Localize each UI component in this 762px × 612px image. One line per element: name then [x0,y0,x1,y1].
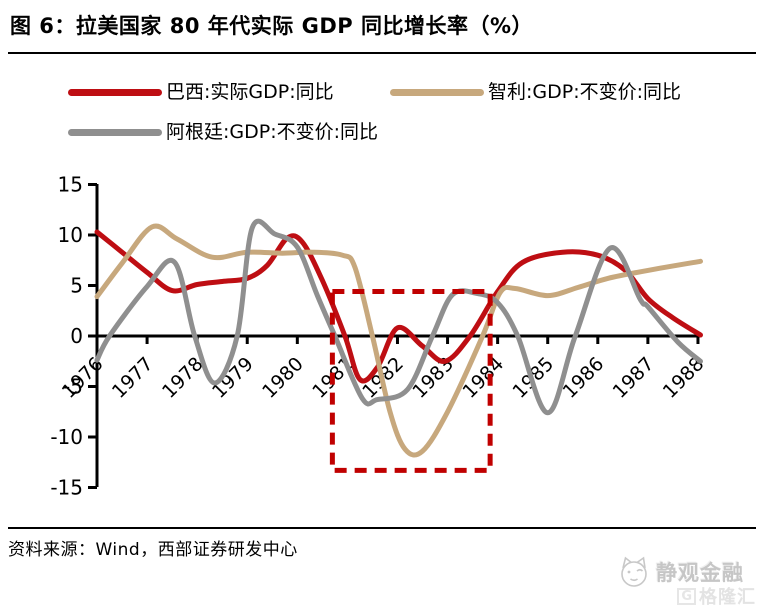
watermark-platform-row: G 格隆汇 [677,583,756,609]
source-note: 资料来源：Wind，西部证券研发中心 [8,540,298,560]
series-line-brazil [94,229,703,384]
legend-label-argentina: 阿根廷:GDP:不变价:同比 [166,121,379,143]
y-tick-label: 0 [70,324,83,348]
title-divider [8,52,756,54]
y-tick-label: 5 [70,274,83,298]
series-line-argentina [94,218,703,416]
y-tick-label: -10 [50,425,83,449]
x-tick-label: 1977 [108,353,158,403]
x-tick-label: 1980 [258,353,308,403]
watermark-platform-text: 格隆汇 [699,587,756,608]
watermark-brand-text: 静观金融 [656,561,744,585]
source-divider [8,527,756,529]
y-tick-label: 15 [58,173,83,197]
legend-swatch-argentina [68,128,162,136]
cat-logo-icon [621,556,647,587]
chart-legend: 巴西:实际GDP:同比 智利:GDP:不变价:同比 阿根廷:GDP:不变价:同比 [68,80,728,170]
legend-swatch-chile [390,88,484,96]
x-tick-label: 1979 [208,353,258,403]
series-line-chile [94,223,703,458]
watermark: 静观金融 G 格隆汇 [568,552,758,610]
legend-label-chile: 智利:GDP:不变价:同比 [488,81,682,103]
legend-swatch-brazil [68,88,162,96]
legend-item-chile: 智利:GDP:不变价:同比 [390,80,681,104]
legend-item-argentina: 阿根廷:GDP:不变价:同比 [68,120,378,144]
platform-logo-icon: G [677,587,696,605]
highlight-box [329,289,493,473]
legend-label-brazil: 巴西:实际GDP:同比 [166,81,334,103]
y-tick-label: -15 [50,476,83,500]
y-tick-label: -5 [63,375,83,399]
x-tick-label: 1987 [609,353,659,403]
figure-title: 图 6：拉美国家 80 年代实际 GDP 同比增长率（%） [10,14,533,38]
y-tick-label: 10 [58,223,83,247]
legend-item-brazil: 巴西:实际GDP:同比 [68,80,334,104]
watermark-brand-row: 静观金融 [616,554,744,590]
